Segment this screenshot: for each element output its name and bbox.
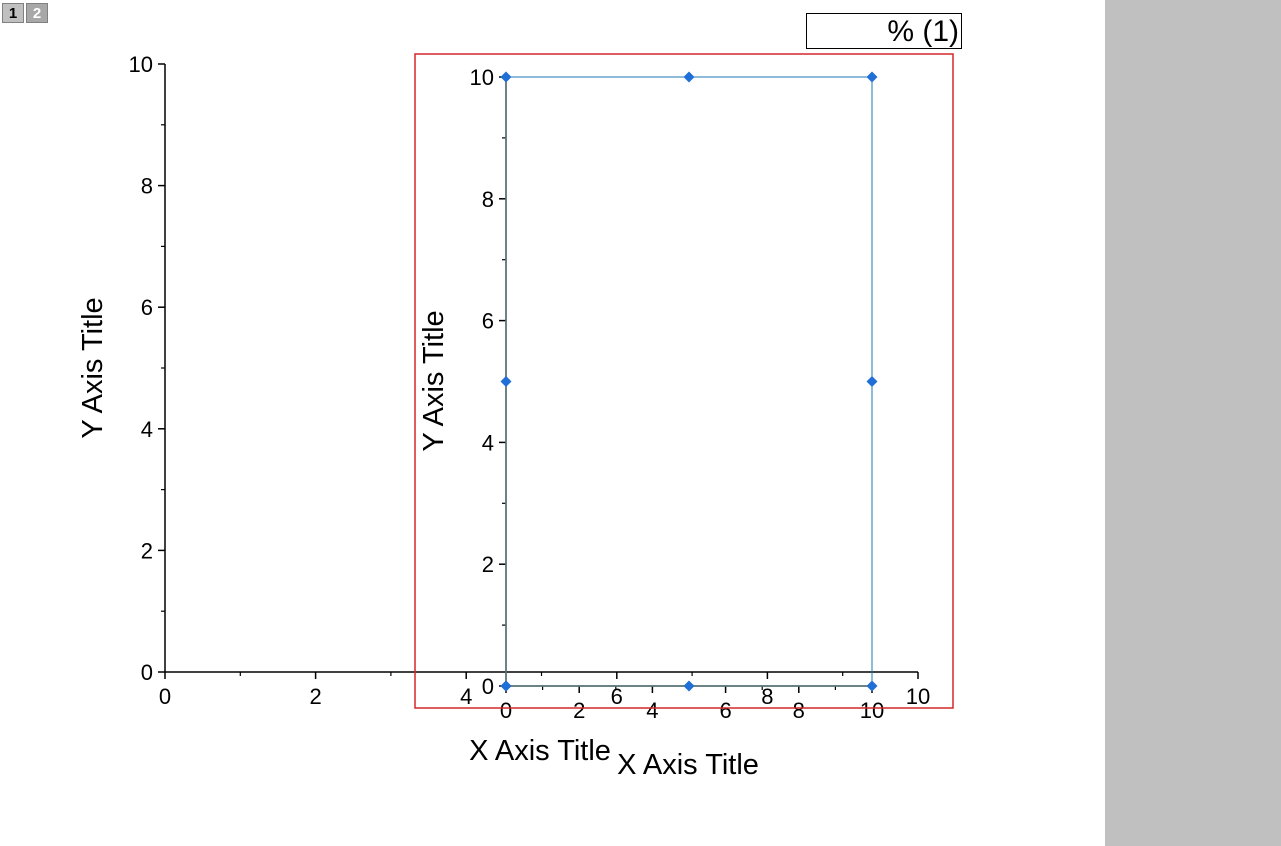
y-tick-label: 0 (482, 674, 494, 699)
y-tick-label: 8 (482, 187, 494, 212)
x-tick-label: 4 (460, 684, 472, 709)
data-point-marker (683, 680, 695, 692)
data-point-marker (866, 376, 878, 387)
series-line (505, 76, 873, 687)
y-tick-label: 10 (470, 65, 494, 90)
gray-side-panel (1105, 0, 1281, 846)
legend-text: % (1) (887, 15, 959, 48)
data-point-marker (866, 71, 878, 83)
y-tick-label: 6 (482, 309, 494, 334)
y-tick-label: 4 (482, 430, 494, 455)
data-point-marker (866, 680, 878, 692)
x-tick-label: 4 (646, 698, 658, 723)
y-axis-title: Y Axis Title (77, 297, 109, 438)
x-tick-label: 10 (906, 684, 930, 709)
y-tick-label: 4 (141, 417, 153, 442)
y-tick-label: 6 (141, 295, 153, 320)
data-point-marker (500, 680, 512, 692)
x-tick-label: 10 (860, 698, 884, 723)
y-tick-label: 8 (141, 174, 153, 199)
x-tick-label: 0 (159, 684, 171, 709)
x-tick-label: 0 (500, 698, 512, 723)
x-tick-label: 6 (719, 698, 731, 723)
y-tick-label: 2 (482, 552, 494, 577)
layer-tab-2[interactable]: 2 (26, 3, 48, 23)
data-point-marker (683, 71, 695, 83)
y-axis-title: Y Axis Title (418, 310, 450, 451)
x-tick-label: 8 (793, 698, 805, 723)
legend[interactable]: % (1) (806, 13, 962, 49)
y-tick-label: 0 (141, 660, 153, 685)
x-axis-title: X Axis Title (617, 749, 759, 781)
x-tick-label: 2 (309, 684, 321, 709)
data-point-marker (500, 71, 512, 83)
x-axis-title: X Axis Title (469, 735, 611, 767)
y-tick-label: 2 (141, 538, 153, 563)
x-tick-label: 8 (761, 684, 773, 709)
layer-selection-box[interactable] (414, 53, 954, 709)
x-tick-label: 6 (611, 684, 623, 709)
layer-tab-1[interactable]: 1 (2, 3, 24, 23)
y-tick-label: 10 (129, 52, 153, 77)
data-point-marker (500, 376, 512, 387)
x-tick-label: 2 (573, 698, 585, 723)
